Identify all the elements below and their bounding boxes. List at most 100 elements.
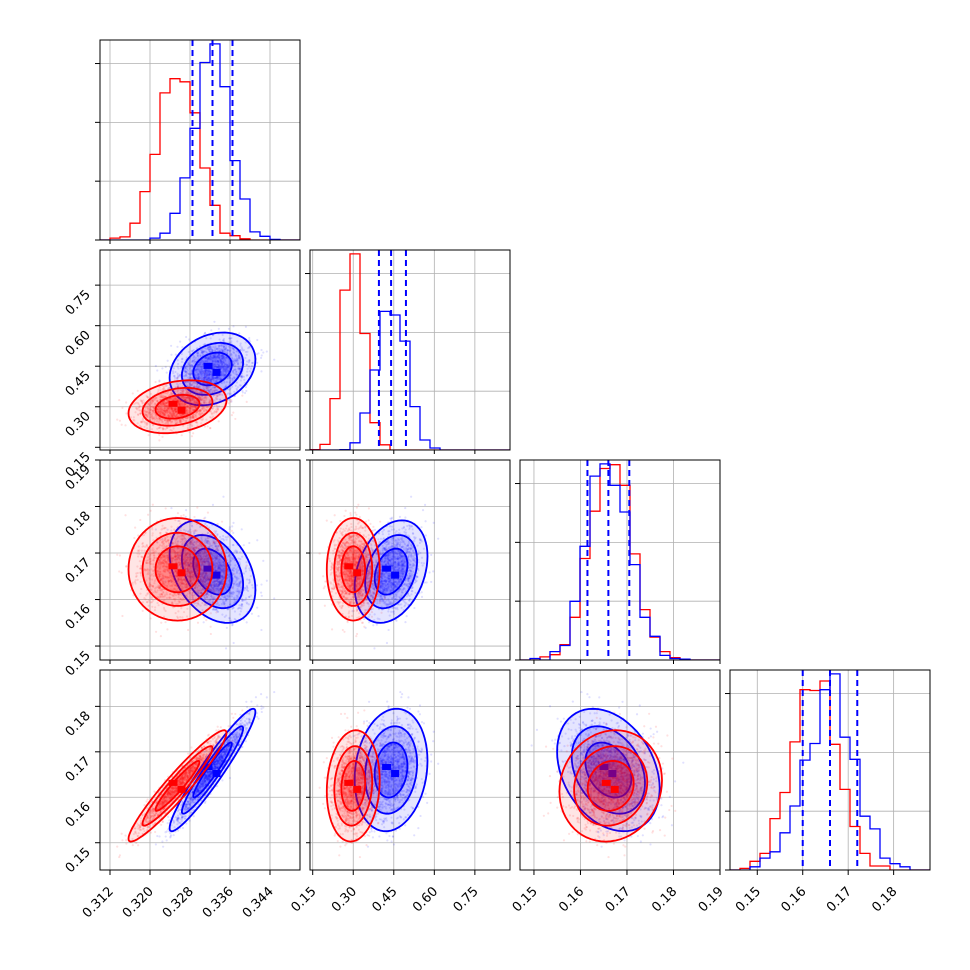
sample-point	[206, 511, 210, 514]
sample-point	[184, 366, 187, 369]
sample-point	[206, 346, 209, 349]
sample-point	[192, 405, 195, 408]
sample-point	[224, 365, 227, 368]
sample-point	[203, 385, 207, 388]
sample-point	[230, 336, 233, 340]
sample-point	[208, 370, 211, 373]
sample-point	[189, 364, 192, 367]
sample-point	[180, 366, 183, 369]
sample-point	[167, 407, 170, 410]
sample-point	[204, 376, 207, 379]
sample-point	[204, 369, 207, 373]
sample-point	[228, 381, 231, 384]
sample-point	[208, 347, 211, 350]
sample-point	[228, 526, 231, 529]
sample-point	[221, 356, 224, 359]
sample-point	[205, 337, 208, 340]
sample-point	[223, 349, 226, 352]
sample-point	[220, 374, 223, 377]
sample-point	[217, 366, 220, 369]
sample-point	[217, 353, 221, 356]
sample-point	[163, 407, 166, 410]
sample-point	[149, 405, 152, 408]
sample-point	[237, 357, 241, 360]
sample-point	[200, 366, 203, 369]
sample-point	[168, 406, 172, 409]
sample-point	[198, 397, 202, 400]
sample-point	[184, 374, 187, 377]
sample-point	[156, 408, 160, 411]
sample-point	[217, 360, 220, 364]
sample-point	[239, 342, 242, 345]
sample-point	[217, 377, 220, 380]
sample-point	[118, 419, 122, 422]
sample-point	[174, 412, 177, 415]
sample-point	[217, 355, 220, 358]
sample-point	[221, 349, 225, 352]
sample-point	[213, 347, 216, 350]
sample-point	[212, 377, 215, 381]
density-peak	[168, 400, 178, 407]
sample-point	[226, 377, 230, 380]
sample-point	[190, 407, 193, 410]
sample-point	[172, 409, 175, 412]
sample-point	[187, 380, 190, 383]
sample-point	[241, 375, 244, 378]
sample-point	[205, 386, 208, 390]
sample-point	[213, 362, 216, 365]
sample-point	[161, 395, 164, 399]
sample-point	[208, 350, 212, 353]
sample-point	[202, 343, 205, 346]
sample-point	[161, 427, 164, 430]
sample-point	[259, 356, 263, 359]
sample-point	[215, 347, 219, 350]
sample-point	[207, 376, 210, 380]
sample-point	[191, 397, 195, 400]
sample-point	[169, 406, 172, 409]
sample-point	[181, 385, 184, 388]
sample-point	[247, 347, 250, 350]
sample-point	[209, 356, 212, 359]
sample-point	[182, 413, 185, 416]
sample-point	[197, 374, 200, 377]
sample-point	[175, 377, 178, 380]
sample-point	[121, 406, 124, 410]
sample-point	[224, 350, 227, 353]
sample-point	[218, 358, 221, 361]
sample-point	[207, 357, 210, 360]
sample-point	[146, 406, 149, 410]
sample-point	[224, 370, 227, 373]
sample-point	[207, 375, 211, 378]
sample-point	[208, 379, 211, 382]
sample-point	[191, 360, 195, 363]
sample-point	[180, 414, 183, 417]
sample-point	[217, 407, 220, 411]
sample-point	[189, 372, 192, 375]
sample-point	[171, 415, 174, 418]
sample-point	[221, 357, 224, 360]
sample-point	[203, 374, 206, 377]
sample-point	[171, 410, 174, 413]
sample-point	[218, 348, 221, 351]
sample-point	[216, 377, 219, 380]
sample-point	[210, 378, 213, 381]
sample-point	[197, 378, 200, 381]
sample-point	[232, 325, 235, 328]
sample-point	[202, 376, 205, 379]
sample-point	[273, 597, 276, 600]
sample-point	[222, 345, 226, 348]
sample-point	[187, 361, 190, 364]
sample-point	[221, 361, 224, 364]
sample-point	[213, 389, 216, 393]
sample-point	[204, 360, 207, 363]
sample-point	[233, 359, 236, 363]
sample-point	[228, 349, 231, 352]
sample-point	[118, 554, 122, 557]
sample-point	[179, 388, 182, 391]
sample-point	[210, 378, 213, 381]
sample-point	[163, 395, 166, 399]
sample-point	[225, 368, 229, 371]
sample-point	[219, 359, 222, 363]
sample-point	[205, 398, 208, 401]
sample-point	[211, 348, 214, 351]
